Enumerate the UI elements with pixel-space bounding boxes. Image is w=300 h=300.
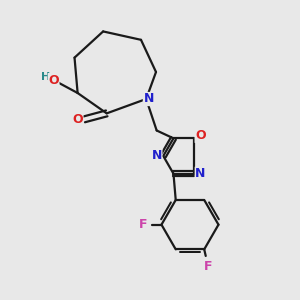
Text: O: O — [195, 129, 206, 142]
Text: N: N — [152, 149, 162, 163]
Text: N: N — [143, 92, 154, 106]
Text: O: O — [48, 74, 59, 87]
Text: F: F — [139, 218, 147, 231]
Text: O: O — [72, 113, 83, 126]
Text: H: H — [41, 72, 50, 82]
Text: N: N — [195, 167, 206, 180]
Text: F: F — [204, 260, 212, 273]
